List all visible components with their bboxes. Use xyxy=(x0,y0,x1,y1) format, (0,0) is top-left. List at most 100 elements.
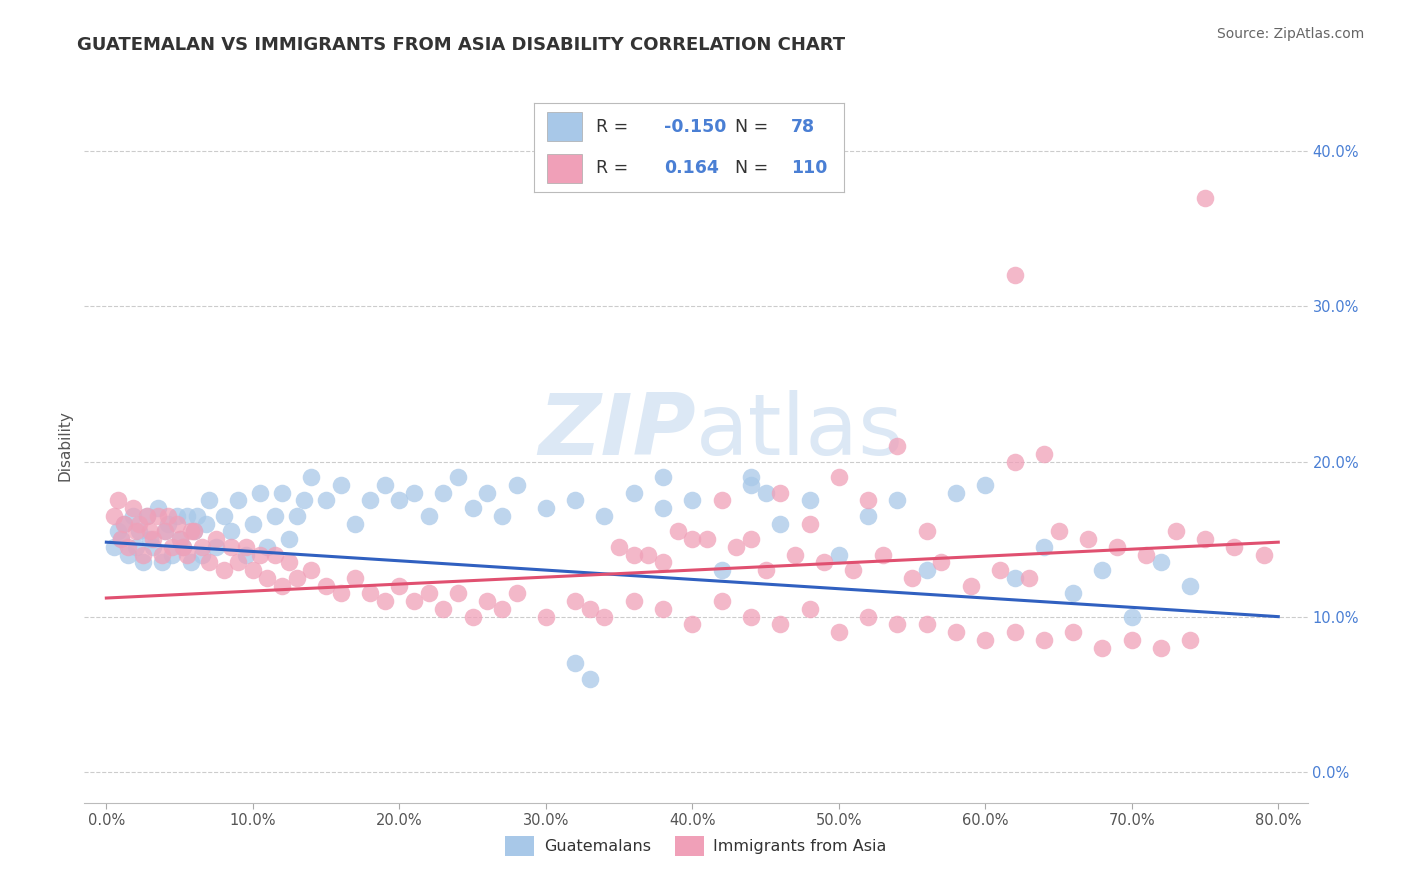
Point xyxy=(974,632,997,647)
Point xyxy=(329,586,352,600)
Point xyxy=(1032,632,1054,647)
Point xyxy=(578,672,600,686)
FancyBboxPatch shape xyxy=(547,154,582,183)
Point xyxy=(828,470,851,484)
Point xyxy=(623,548,645,562)
Point xyxy=(242,563,264,577)
Point xyxy=(1194,532,1216,546)
Point xyxy=(1004,571,1026,585)
Point xyxy=(249,548,271,562)
Point xyxy=(162,548,184,562)
Text: Source: ZipAtlas.com: Source: ZipAtlas.com xyxy=(1216,27,1364,41)
Point xyxy=(872,548,894,562)
Point xyxy=(263,548,285,562)
Point xyxy=(142,540,165,554)
Point xyxy=(564,656,586,670)
Point xyxy=(432,602,454,616)
Point xyxy=(886,493,908,508)
Point xyxy=(166,516,188,531)
Point xyxy=(710,594,733,608)
FancyBboxPatch shape xyxy=(547,112,582,141)
Point xyxy=(959,579,981,593)
Point xyxy=(856,609,879,624)
Point xyxy=(256,571,278,585)
Point xyxy=(107,493,129,508)
Point xyxy=(681,493,703,508)
Point xyxy=(564,493,586,508)
Point xyxy=(153,524,176,539)
Point xyxy=(1121,609,1143,624)
Point xyxy=(329,477,352,491)
Point xyxy=(1004,268,1026,283)
Point xyxy=(1004,625,1026,640)
Point xyxy=(315,493,337,508)
Point xyxy=(1150,555,1173,569)
Point xyxy=(799,516,821,531)
Point xyxy=(1180,579,1202,593)
Text: N =: N = xyxy=(735,118,775,136)
Text: R =: R = xyxy=(596,118,634,136)
Point xyxy=(652,501,675,516)
Point xyxy=(534,609,557,624)
Point xyxy=(162,540,184,554)
Legend: Guatemalans, Immigrants from Asia: Guatemalans, Immigrants from Asia xyxy=(499,830,893,863)
Point xyxy=(142,532,165,546)
Point xyxy=(461,609,484,624)
Point xyxy=(374,477,396,491)
Point xyxy=(418,508,440,523)
Point xyxy=(1180,632,1202,647)
Point xyxy=(828,548,851,562)
Point xyxy=(828,625,851,640)
Point xyxy=(578,602,600,616)
Point xyxy=(219,524,242,539)
Point xyxy=(226,493,249,508)
Point xyxy=(886,617,908,632)
Point xyxy=(117,540,139,554)
Text: 110: 110 xyxy=(792,159,827,178)
Point xyxy=(299,563,322,577)
Point xyxy=(447,586,470,600)
Point xyxy=(249,485,271,500)
Point xyxy=(607,540,630,554)
Point xyxy=(681,617,703,632)
Point xyxy=(150,555,173,569)
Point xyxy=(136,508,159,523)
Point xyxy=(1032,540,1054,554)
Point xyxy=(235,540,257,554)
Point xyxy=(132,548,155,562)
Point xyxy=(121,508,143,523)
Point xyxy=(278,555,301,569)
Point xyxy=(166,508,188,523)
Point xyxy=(359,493,381,508)
Point xyxy=(190,548,212,562)
Point xyxy=(799,493,821,508)
Point xyxy=(813,555,835,569)
Point xyxy=(156,516,179,531)
Point xyxy=(374,594,396,608)
Point xyxy=(988,563,1011,577)
Text: R =: R = xyxy=(596,159,634,178)
Point xyxy=(461,501,484,516)
Point xyxy=(769,485,792,500)
Point xyxy=(180,555,202,569)
Point xyxy=(725,540,748,554)
Point xyxy=(856,508,879,523)
Point xyxy=(623,485,645,500)
Point xyxy=(1018,571,1040,585)
Point xyxy=(945,625,967,640)
Point xyxy=(710,563,733,577)
Point xyxy=(915,563,938,577)
Point xyxy=(477,485,499,500)
Point xyxy=(110,532,132,546)
Point xyxy=(107,524,129,539)
Point xyxy=(359,586,381,600)
Point xyxy=(388,579,411,593)
Point xyxy=(1004,454,1026,468)
Point xyxy=(315,579,337,593)
Point xyxy=(754,563,776,577)
Point xyxy=(1077,532,1099,546)
Point xyxy=(146,501,169,516)
Point xyxy=(402,485,425,500)
Point xyxy=(432,485,454,500)
Point xyxy=(710,493,733,508)
